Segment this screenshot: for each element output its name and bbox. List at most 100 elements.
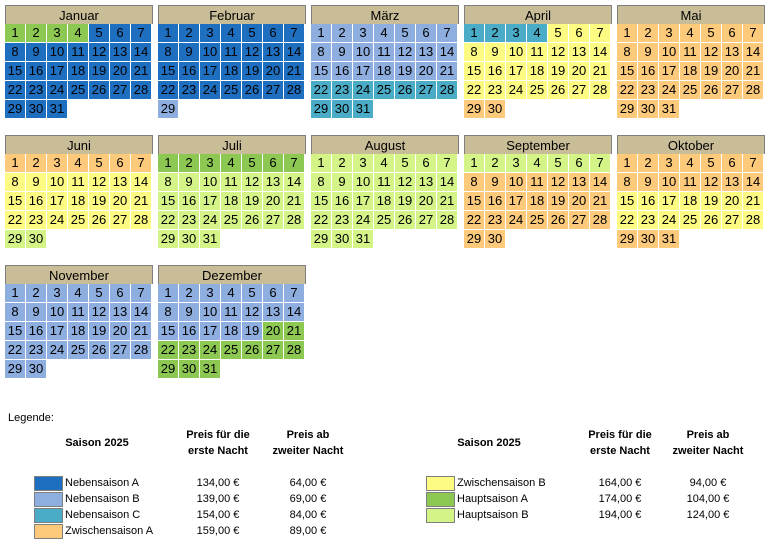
- day-cell: 11: [680, 43, 701, 62]
- day-cell: 26: [242, 341, 263, 360]
- day-cell: 15: [5, 322, 26, 341]
- day-cell: 3: [506, 154, 527, 173]
- day-cell: 9: [485, 173, 506, 192]
- day-cell: 13: [110, 173, 131, 192]
- day-cell: 7: [437, 154, 458, 173]
- day-cell: 4: [221, 284, 242, 303]
- day-cell: 16: [179, 322, 200, 341]
- legend-price-from-second-night: 84,00 €: [289, 509, 327, 521]
- day-cell: 12: [548, 173, 569, 192]
- day-cell: 16: [485, 62, 506, 81]
- legend-price1-header-left: Preis für die erste Nacht: [178, 427, 258, 459]
- day-cell: 7: [284, 154, 305, 173]
- day-cell: 22: [5, 211, 26, 230]
- month-title: März: [311, 5, 459, 24]
- day-cell: 22: [311, 211, 332, 230]
- legend-price-first-night: 139,00 €: [196, 493, 240, 505]
- day-cell: 5: [395, 24, 416, 43]
- legend-price-from-second-night: 124,00 €: [686, 509, 730, 521]
- day-cell: 9: [26, 173, 47, 192]
- day-cell: 1: [311, 154, 332, 173]
- day-cell: 21: [131, 322, 152, 341]
- month-2: Februar 1 2 3 4 5 6 7 8 9 10 11 12 13 14 15 16 17 18 19 20 21…: [158, 5, 306, 119]
- day-cell: 12: [89, 303, 110, 322]
- day-cell: 14: [131, 43, 152, 62]
- month-7: Juli 1 2 3 4 5 6 7 8 9 10 11 12 13 14 15 16 17 18 19 20 21 22 2…: [158, 135, 306, 249]
- day-cell: 22: [617, 211, 638, 230]
- day-cell: 21: [284, 322, 305, 341]
- day-cell: 12: [89, 43, 110, 62]
- day-cell: 7: [590, 24, 611, 43]
- day-cell: 13: [416, 173, 437, 192]
- day-cell: 21: [743, 192, 764, 211]
- day-cell: 2: [26, 284, 47, 303]
- day-cell: 31: [47, 100, 68, 119]
- day-cell: 4: [68, 24, 89, 43]
- day-cell: 17: [47, 192, 68, 211]
- day-cell: 20: [416, 192, 437, 211]
- month-title: September: [464, 135, 612, 154]
- day-cell: 29: [5, 100, 26, 119]
- day-cell: 5: [242, 154, 263, 173]
- day-cell: 10: [353, 173, 374, 192]
- day-cell: 25: [527, 211, 548, 230]
- day-cell: 25: [68, 211, 89, 230]
- day-cell: 12: [89, 173, 110, 192]
- day-cell: 6: [416, 24, 437, 43]
- day-cell: 1: [158, 154, 179, 173]
- day-cell: 9: [332, 43, 353, 62]
- day-cell: 30: [26, 360, 47, 379]
- month-title: Juni: [5, 135, 153, 154]
- day-cell: 12: [701, 43, 722, 62]
- day-cell: 23: [332, 211, 353, 230]
- day-cell: 23: [638, 81, 659, 100]
- day-cell: 16: [26, 192, 47, 211]
- month-title: Mai: [617, 5, 765, 24]
- day-cell: 28: [743, 211, 764, 230]
- day-cell: 29: [617, 100, 638, 119]
- day-cell: 28: [437, 211, 458, 230]
- day-cell: 10: [200, 173, 221, 192]
- day-cell: 23: [179, 341, 200, 360]
- day-cell: 28: [131, 211, 152, 230]
- day-cell: 13: [569, 173, 590, 192]
- day-cell: 14: [743, 173, 764, 192]
- day-cell: 19: [242, 322, 263, 341]
- day-cell: 16: [179, 192, 200, 211]
- day-cell: 5: [548, 24, 569, 43]
- price2-header-line1: Preis ab: [686, 429, 730, 441]
- day-cell: 4: [527, 24, 548, 43]
- day-cell: 30: [26, 100, 47, 119]
- day-cell: 7: [131, 24, 152, 43]
- day-cell: 26: [242, 211, 263, 230]
- day-cell: 26: [89, 341, 110, 360]
- day-cell: 7: [437, 24, 458, 43]
- day-cell: 16: [332, 62, 353, 81]
- day-cell: 30: [638, 100, 659, 119]
- day-cell: 8: [617, 43, 638, 62]
- day-cell: 6: [416, 154, 437, 173]
- day-cell: 5: [89, 284, 110, 303]
- day-cell: 22: [617, 81, 638, 100]
- day-cell: 6: [569, 154, 590, 173]
- day-cell: 29: [464, 230, 485, 249]
- day-cell: 10: [47, 43, 68, 62]
- day-cell: 4: [527, 154, 548, 173]
- day-grid: 1 2 3 4 5 6 7 8 9 10 11 12 13 14 15 16 17 18 19 20 21 22 23 24 2…: [311, 154, 459, 249]
- day-cell: 13: [110, 303, 131, 322]
- day-cell: 20: [110, 62, 131, 81]
- day-cell: 1: [5, 284, 26, 303]
- month-title: Februar: [158, 5, 306, 24]
- day-cell: 11: [68, 173, 89, 192]
- day-cell: 14: [743, 43, 764, 62]
- legend-season-name: Nebensaison B: [65, 493, 140, 505]
- day-cell: 7: [590, 154, 611, 173]
- legend-title: Legende:: [8, 412, 54, 424]
- day-cell: 3: [353, 24, 374, 43]
- day-cell: 26: [701, 81, 722, 100]
- day-cell: 4: [680, 24, 701, 43]
- day-cell: 18: [680, 62, 701, 81]
- day-cell: 23: [485, 81, 506, 100]
- day-cell: 28: [131, 341, 152, 360]
- legend-price1-header-right: Preis für die erste Nacht: [580, 427, 660, 459]
